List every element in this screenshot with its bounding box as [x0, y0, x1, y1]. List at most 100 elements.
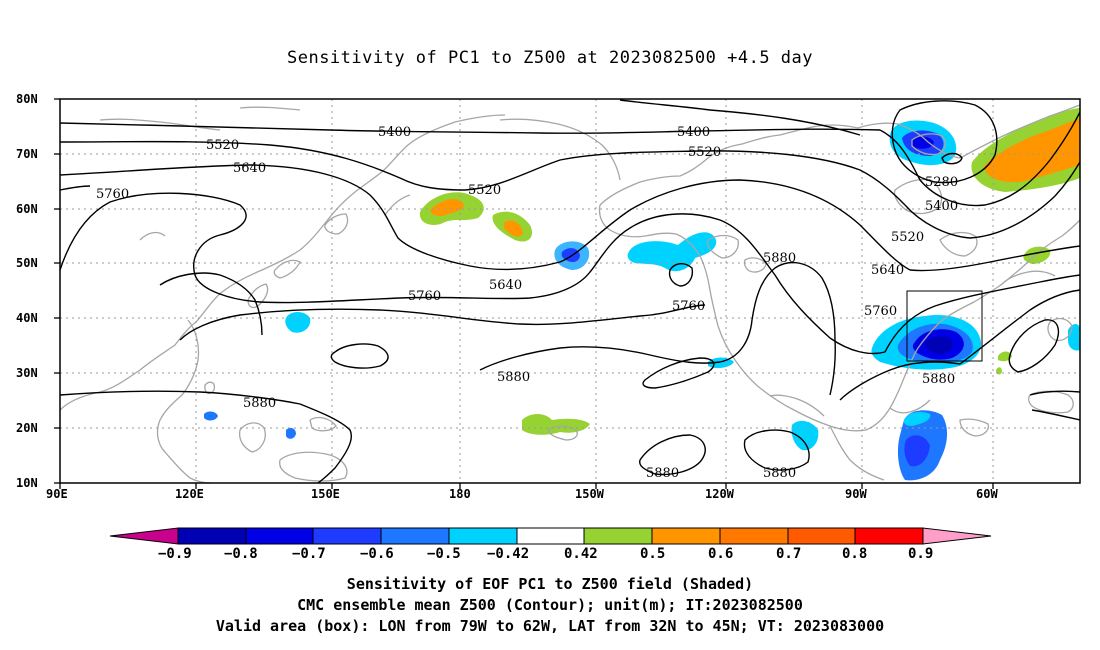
- lon-label: 120W: [705, 487, 735, 501]
- contour-label: 5640: [489, 278, 522, 293]
- contour-label: 5280: [925, 175, 958, 190]
- contour-labels: 5400 5520 5640 5760 5400 5520 5280 5400 …: [96, 125, 958, 481]
- contour-label: 5400: [378, 125, 411, 140]
- contour-label: 5760: [864, 304, 897, 319]
- colorbar-swatch: [719, 527, 789, 545]
- contour-5760-east: [884, 274, 1081, 353]
- contour-label: 5520: [688, 145, 721, 160]
- lat-label: 30N: [16, 366, 38, 380]
- figure-captions: Sensitivity of EOF PC1 to Z500 field (Sh…: [0, 574, 1100, 637]
- lat-label: 80N: [16, 92, 38, 106]
- colorbar-label: 0.6: [708, 546, 733, 562]
- colorbar-swatch: [516, 527, 585, 545]
- contour-label: 5880: [763, 466, 796, 481]
- contour-5640-north: [59, 185, 91, 191]
- shade-negative-caribbean-core: [904, 435, 930, 467]
- contour-label: 5520: [468, 183, 501, 198]
- contour-label: 5520: [891, 230, 924, 245]
- contour-5280-greenland: [891, 100, 998, 184]
- lat-label: 20N: [16, 421, 38, 435]
- contour-5880-loop: [330, 343, 389, 369]
- contour-5760-west: [59, 192, 886, 355]
- colorbar-right-arrow: [922, 527, 992, 545]
- lon-label: 150E: [311, 487, 340, 501]
- gridlines: [60, 99, 1080, 483]
- colorbar-label: −0.8: [224, 546, 258, 562]
- colorbar-label: −0.42: [487, 546, 529, 562]
- lon-label: 180: [449, 487, 471, 501]
- caption-shaded: Sensitivity of EOF PC1 to Z500 field (Sh…: [346, 575, 754, 593]
- colorbar: −0.9 −0.8 −0.7 −0.6 −0.5 −0.42 0.42 0.5 …: [109, 527, 992, 562]
- colorbar-swatch: [380, 527, 450, 545]
- contour-5880-gulf: [839, 361, 961, 401]
- map-title: Sensitivity of PC1 to Z500 at 2023082500…: [286, 48, 813, 68]
- contour-label: 5880: [497, 370, 530, 385]
- contour-5520-west: [59, 140, 906, 206]
- contour-label: 5880: [646, 466, 679, 481]
- contour-label: 5400: [925, 199, 958, 214]
- contour-5880-east: [959, 289, 1081, 365]
- colorbar-swatch: [583, 527, 653, 545]
- caption-valid-area: Valid area (box): LON from 79W to 62W, L…: [215, 617, 885, 635]
- caption-contour: CMC ensemble mean Z500 (Contour); unit(m…: [297, 596, 803, 614]
- valid-area-box: [906, 290, 983, 362]
- contour-5880-carib: [743, 429, 810, 471]
- contour-5400-west: [59, 122, 881, 134]
- axis-ticks: [54, 98, 994, 489]
- colorbar-label: 0.8: [842, 546, 867, 562]
- contour-5880-atlantic3: [1031, 409, 1081, 421]
- contour-5400-east: [879, 111, 1081, 207]
- contour-label: 5520: [206, 138, 239, 153]
- contour-label: 5760: [96, 187, 129, 202]
- colorbar-label: −0.6: [360, 546, 394, 562]
- lat-label: 40N: [16, 311, 38, 325]
- shade-negative-pacific: [285, 312, 311, 333]
- shade-positive-greenland-core: [984, 118, 1080, 183]
- colorbar-swatch: [787, 527, 856, 545]
- contour-5880-loop2: [642, 357, 715, 389]
- contour-5880-center: [479, 261, 836, 396]
- colorbar-label: 0.7: [776, 546, 801, 562]
- contour-label: 5640: [871, 263, 904, 278]
- contour-label: 5880: [763, 251, 796, 266]
- z500-contours: [59, 99, 1081, 484]
- shade-positive-alaska-core: [503, 220, 523, 237]
- lat-label: 10N: [16, 476, 38, 490]
- contour-5880-north: [159, 272, 263, 336]
- contour-5880-atlantic2: [1029, 390, 1081, 396]
- shade-negative-baffin-peak: [911, 136, 934, 149]
- contour-5640-east: [909, 245, 1081, 272]
- lat-label: 60N: [16, 202, 38, 216]
- shade-negative-tropic1: [204, 411, 218, 421]
- lon-label: 60W: [976, 487, 998, 501]
- contour-label: 5640: [233, 161, 266, 176]
- shade-negative-atlantic: [1068, 324, 1080, 351]
- lon-label: 90E: [46, 487, 68, 501]
- colorbar-swatch: [177, 527, 247, 545]
- colorbar-swatch: [245, 527, 314, 545]
- contour-5520-east: [904, 161, 1081, 239]
- shade-negative-valid-area-peak: [924, 336, 953, 354]
- lat-label: 70N: [16, 147, 38, 161]
- map-frame: [59, 98, 1081, 484]
- contour-low-gulf: [668, 263, 694, 287]
- lon-label: 120E: [175, 487, 204, 501]
- latitude-labels: 80N 70N 60N 50N 40N 30N 20N 10N: [16, 92, 38, 490]
- map-panel: 5400 5520 5640 5760 5400 5520 5280 5400 …: [59, 98, 1081, 484]
- colorbar-swatch: [854, 527, 924, 545]
- contour-label: 5760: [408, 289, 441, 304]
- colorbar-label: −0.5: [427, 546, 461, 562]
- colorbar-swatch: [448, 527, 518, 545]
- lat-label: 50N: [16, 256, 38, 270]
- colorbar-label: −0.7: [292, 546, 326, 562]
- colorbar-label: 0.9: [908, 546, 933, 562]
- shade-negative-tropic2: [286, 427, 296, 439]
- contour-5640-west: [59, 164, 911, 271]
- colorbar-left-arrow: [109, 527, 179, 545]
- coastlines: [59, 104, 1081, 484]
- shade-positive-bering-core: [430, 199, 464, 217]
- colorbar-label: 0.5: [640, 546, 665, 562]
- contour-5880-mid: [59, 390, 352, 484]
- lon-label: 90W: [845, 487, 867, 501]
